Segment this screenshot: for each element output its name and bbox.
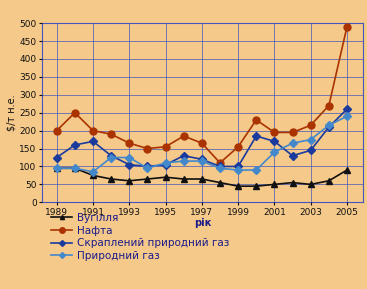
Скраплений природний газ [127, 163, 131, 166]
Природний газ [290, 141, 295, 145]
Природний газ [127, 156, 131, 159]
Нафта [236, 145, 240, 149]
Природний газ [200, 159, 204, 163]
Природний газ [145, 166, 150, 170]
Вугілля [145, 177, 150, 181]
Вугілля [182, 177, 186, 181]
Нафта [218, 161, 222, 165]
Нафта [109, 132, 113, 136]
Line: Природний газ: Природний газ [54, 114, 350, 175]
Скраплений природний газ [309, 149, 313, 152]
Скраплений природний газ [91, 140, 95, 143]
Скраплений природний газ [236, 165, 240, 168]
Скраплений природний газ [163, 163, 168, 166]
Природний газ [91, 170, 95, 174]
Природний газ [254, 168, 258, 172]
Y-axis label: $/т н.е.: $/т н.е. [7, 95, 17, 131]
Нафта [73, 111, 77, 114]
X-axis label: рік: рік [194, 218, 211, 228]
Природний газ [73, 166, 77, 170]
Вугілля [127, 179, 131, 183]
Скраплений природний газ [272, 140, 277, 143]
Скраплений природний газ [73, 143, 77, 147]
Вугілля [55, 166, 59, 170]
Вугілля [200, 177, 204, 181]
Скраплений природний газ [200, 158, 204, 161]
Нафта [272, 131, 277, 134]
Нафта [91, 129, 95, 132]
Природний газ [272, 150, 277, 154]
Вугілля [272, 183, 277, 186]
Вугілля [236, 184, 240, 188]
Природний газ [309, 138, 313, 141]
Вугілля [218, 181, 222, 184]
Природний газ [218, 166, 222, 170]
Скраплений природний газ [182, 154, 186, 158]
Нафта [254, 118, 258, 122]
Legend: Вугілля, Нафта, Скраплений природний газ, Природний газ: Вугілля, Нафта, Скраплений природний газ… [51, 213, 230, 261]
Вугілля [309, 183, 313, 186]
Скраплений природний газ [109, 154, 113, 158]
Вугілля [254, 184, 258, 188]
Нафта [327, 104, 331, 107]
Скраплений природний газ [145, 165, 150, 168]
Вугілля [109, 177, 113, 181]
Скраплений природний газ [345, 108, 349, 111]
Нафта [182, 134, 186, 138]
Нафта [163, 145, 168, 149]
Природний газ [345, 114, 349, 118]
Нафта [290, 131, 295, 134]
Скраплений природний газ [55, 156, 59, 159]
Вугілля [163, 175, 168, 179]
Природний газ [163, 161, 168, 165]
Line: Нафта: Нафта [53, 23, 350, 166]
Нафта [200, 141, 204, 145]
Нафта [145, 147, 150, 150]
Скраплений природний газ [327, 125, 331, 129]
Нафта [55, 129, 59, 132]
Вугілля [73, 166, 77, 170]
Нафта [345, 25, 349, 28]
Скраплений природний газ [254, 134, 258, 138]
Вугілля [290, 181, 295, 184]
Скраплений природний газ [218, 165, 222, 168]
Природний газ [55, 166, 59, 170]
Природний газ [327, 123, 331, 127]
Нафта [309, 123, 313, 127]
Природний газ [109, 156, 113, 159]
Природний газ [182, 159, 186, 163]
Вугілля [327, 179, 331, 183]
Line: Вугілля: Вугілля [54, 166, 350, 189]
Скраплений природний газ [290, 154, 295, 158]
Line: Скраплений природний газ: Скраплений природний газ [54, 106, 350, 169]
Вугілля [91, 174, 95, 177]
Вугілля [345, 168, 349, 172]
Природний газ [236, 168, 240, 172]
Нафта [127, 141, 131, 145]
